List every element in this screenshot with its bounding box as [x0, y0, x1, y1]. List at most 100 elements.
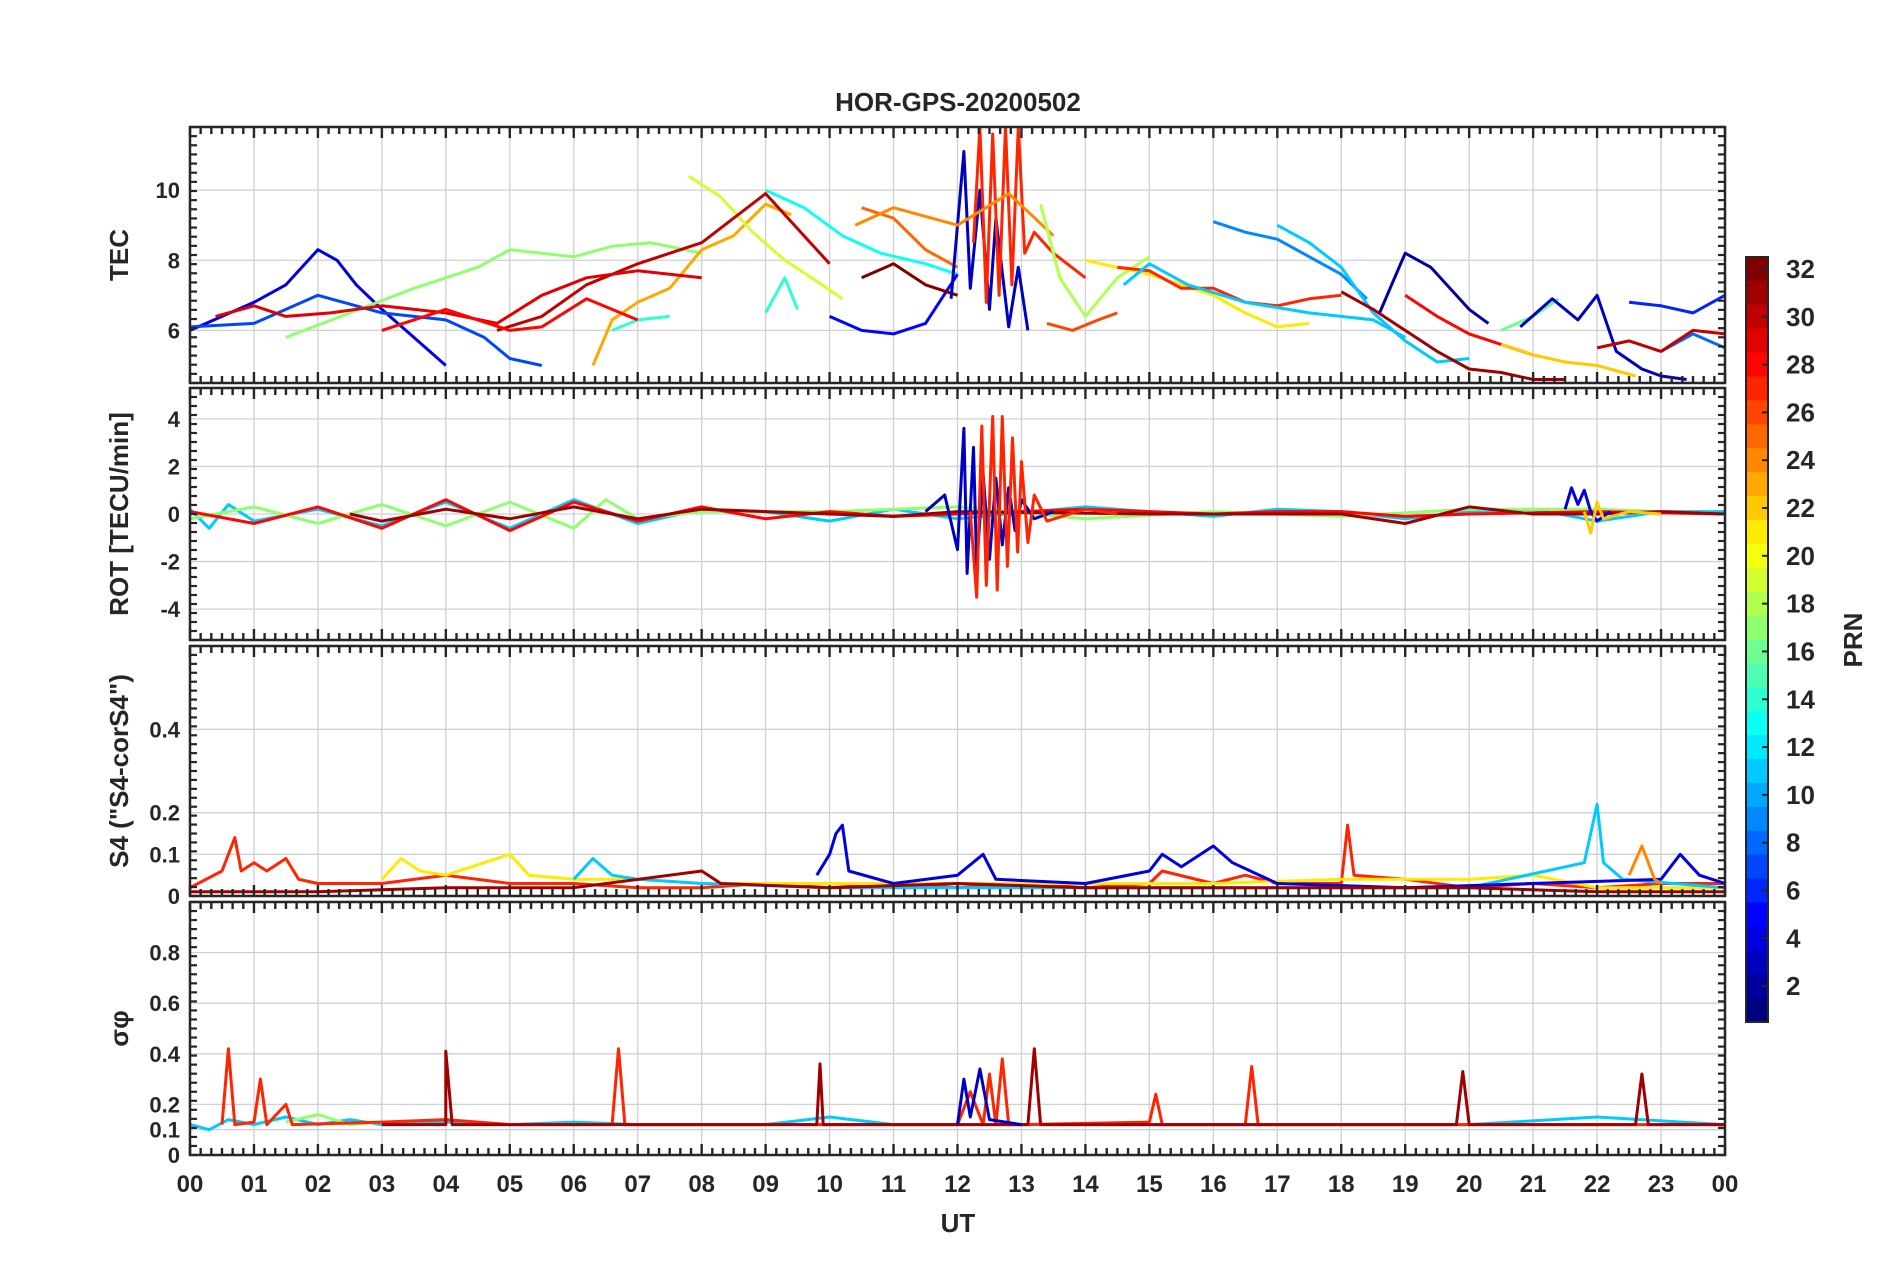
x-tick-label: 02: [305, 1171, 332, 1198]
x-tick-label: 21: [1520, 1171, 1547, 1198]
colorbar-swatch: [1746, 257, 1768, 282]
series-line-prn-11: [1122, 262, 1406, 339]
colorbar-swatch: [1746, 543, 1768, 569]
colorbar-swatch: [1746, 400, 1768, 425]
colorbar-swatch: [1746, 711, 1768, 736]
x-tick-label: 13: [1008, 1171, 1035, 1198]
y-tick-label: 0.2: [149, 801, 180, 826]
x-tick-labels: 00 01 02 03 04 05 06 07 08 09 10 11 12 13 14 15 16 17 18 19…: [177, 1171, 1739, 1198]
colorbar-swatch: [1746, 806, 1768, 832]
x-tick-label: 18: [1328, 1171, 1355, 1198]
series-line-prn-32: [860, 262, 958, 297]
series-line-prn-5: [828, 273, 959, 336]
series-group: [190, 127, 1725, 381]
colorbar-swatch: [1746, 639, 1768, 664]
series-line-prn-7: [190, 293, 543, 367]
series-line-prn-22: [1582, 500, 1662, 535]
series-line-prn-13: [764, 188, 958, 276]
x-tick-label: 04: [432, 1171, 459, 1198]
colorbar-tick-label: 30: [1786, 302, 1815, 332]
colorbar-tick-label: 26: [1786, 397, 1815, 427]
colorbar-swatch: [1746, 304, 1768, 330]
series-line-prn-17: [285, 241, 703, 339]
series-line-prn-14: [764, 276, 799, 314]
series-line-prn-21: [380, 852, 1725, 890]
series-line-prn-2: [1378, 251, 1490, 325]
colorbar-tick-label: 10: [1786, 780, 1815, 810]
y-tick-label: 4: [168, 407, 181, 432]
x-tick-label: 03: [369, 1171, 396, 1198]
series-line-prn-30: [1596, 328, 1725, 353]
colorbar-tick-label: 22: [1786, 493, 1815, 523]
colorbar-tick-label: 16: [1786, 636, 1815, 666]
colorbar-swatch: [1746, 759, 1768, 784]
series-line-prn-30: [496, 192, 831, 332]
colorbar-tick-label: 2: [1786, 971, 1800, 1001]
colorbar-tick-label: 28: [1786, 350, 1815, 380]
x-tick-label: 15: [1136, 1171, 1163, 1198]
series-group: [190, 1047, 1725, 1132]
colorbar-swatch: [1746, 519, 1768, 545]
series-line-prn-29: [215, 269, 702, 325]
colorbar-swatch: [1746, 615, 1768, 640]
colorbar-swatch: [1746, 663, 1768, 688]
colorbar-swatch: [1746, 902, 1768, 927]
series-line-prn-9: [1212, 220, 1368, 300]
series-line-prn-4: [1563, 486, 1611, 523]
x-tick-label: 06: [560, 1171, 587, 1198]
series-line-prn-3: [956, 1067, 1022, 1127]
series-line-prn-23: [591, 202, 792, 367]
colorbar-swatch: [1746, 424, 1768, 449]
x-tick-label: 14: [1072, 1171, 1099, 1198]
series-line-prn-31: [1340, 290, 1566, 381]
y-axis-label: σφ: [104, 1010, 134, 1046]
y-tick-label: -4: [160, 597, 180, 622]
y-tick-label: 8: [168, 248, 180, 273]
colorbar-swatch: [1746, 280, 1768, 306]
series-line-prn-4: [815, 823, 1725, 890]
colorbar-swatch: [1746, 567, 1768, 593]
x-axis-label: UT: [941, 1208, 976, 1238]
panel-sigma_phi: 00.10.2 0.4 0.6 0.8 σφ: [104, 900, 1727, 1168]
panel-frame: [188, 125, 1727, 385]
colorbar-swatch: [1746, 376, 1768, 401]
series-line-prn-6: [1628, 293, 1725, 315]
series-line-prn-28: [381, 297, 639, 332]
colorbar-frame: [1745, 256, 1769, 1023]
y-tick-label: 0.8: [149, 941, 180, 966]
x-tick-label: 17: [1264, 1171, 1291, 1198]
y-tick-label: 0.6: [149, 991, 180, 1016]
x-tick-label: 11: [881, 1171, 906, 1198]
x-tick-label: 07: [624, 1171, 651, 1198]
colorbar-swatch: [1746, 591, 1768, 617]
colorbar-tick-label: 12: [1786, 732, 1815, 762]
colorbar-tick-label: 24: [1786, 445, 1815, 475]
panel-frame: [188, 386, 1727, 642]
series-line-prn-31: [381, 1047, 1725, 1127]
x-tick-label: 09: [752, 1171, 779, 1198]
x-tick-label: 08: [688, 1171, 715, 1198]
colorbar-swatch: [1746, 854, 1768, 880]
x-tick-label: 00: [1712, 1171, 1739, 1198]
colorbar-tick-label: 6: [1786, 876, 1800, 906]
panel-s4: 0 0.1 0.2 0.4 S4 ("S4-corS4"): [104, 644, 1727, 909]
series-line-prn-11: [1276, 223, 1470, 364]
colorbar-swatch: [1746, 878, 1768, 903]
series-line-prn-3: [949, 150, 1030, 331]
colorbar-tick-label: 14: [1786, 684, 1815, 714]
x-tick-label: 05: [496, 1171, 523, 1198]
colorbar-swatch: [1746, 448, 1768, 473]
colorbar-swatch: [1746, 782, 1768, 808]
series-line-prn-24: [854, 192, 1055, 237]
y-tick-label: 0.1: [149, 842, 180, 867]
series-line-prn-27: [968, 415, 1118, 599]
x-tick-label: 23: [1648, 1171, 1675, 1198]
series-line-prn-24: [1627, 844, 1662, 885]
y-tick-label: 10: [156, 178, 180, 203]
colorbar-swatch: [1746, 950, 1768, 975]
y-axis-label: S4 ("S4-corS4"): [104, 674, 134, 868]
series-line-prn-25: [861, 206, 959, 269]
colorbar-tick-label: 4: [1786, 923, 1801, 953]
y-tick-label: 2: [168, 454, 180, 479]
